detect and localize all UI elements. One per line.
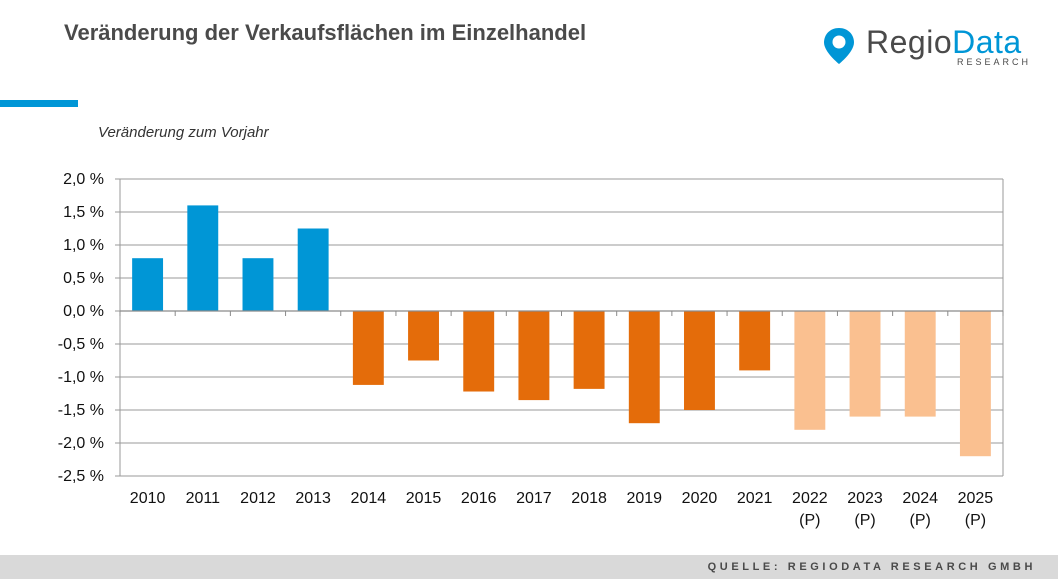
bar [628, 311, 660, 424]
y-tick-label: 0,0 % [63, 303, 104, 320]
bar [573, 311, 605, 389]
x-tick-label: 2021 [737, 490, 773, 507]
y-tick-label: -2,5 % [58, 468, 104, 485]
accent-bar [0, 100, 78, 107]
x-tick-label: 2018 [571, 490, 607, 507]
x-tick-label: (P) [965, 512, 986, 529]
bar [739, 311, 771, 371]
x-tick-label: 2023 [847, 490, 883, 507]
map-pin-icon [824, 28, 854, 64]
y-tick-label: 2,0 % [63, 171, 104, 188]
y-tick-label: 1,5 % [63, 204, 104, 221]
logo-wordmark: RegioData [866, 24, 1022, 61]
x-tick-label: (P) [854, 512, 875, 529]
bar [132, 258, 164, 311]
x-tick-label: 2022 [792, 490, 828, 507]
bar [684, 311, 715, 410]
x-tick-label: 2012 [240, 490, 276, 507]
x-tick-label: 2024 [902, 490, 938, 507]
y-tick-label: -1,0 % [58, 369, 104, 386]
x-tick-label: 2020 [682, 490, 718, 507]
x-tick-label: 2013 [295, 490, 331, 507]
bar [352, 311, 384, 385]
chart-subtitle: Veränderung zum Vorjahr [98, 124, 269, 141]
x-tick-label: 2019 [626, 490, 662, 507]
y-tick-label: 1,0 % [63, 237, 104, 254]
bar [408, 311, 439, 361]
y-tick-label: -0,5 % [58, 336, 104, 353]
x-tick-label: (P) [910, 512, 931, 529]
bar [187, 205, 219, 311]
bar [849, 311, 881, 417]
x-tick-label: 2010 [130, 490, 166, 507]
footer-source: QUELLE: REGIODATA RESEARCH GMBH [707, 561, 1036, 573]
bar-chart: 2,0 % 1,5 % 1,0 % 0,5 % 0,0 % -0,5 % -1,0 % -1,… [58, 171, 1004, 529]
bar [794, 311, 826, 430]
x-tick-label: 2014 [351, 490, 387, 507]
bar [463, 311, 495, 392]
y-tick-label: -1,5 % [58, 402, 104, 419]
x-tick-label: 2016 [461, 490, 497, 507]
y-tick-label: 0,5 % [63, 270, 104, 287]
x-tick-label: 2015 [406, 490, 442, 507]
y-tick-label: -2,0 % [58, 435, 104, 452]
x-tick-label: 2017 [516, 490, 552, 507]
bar [904, 311, 936, 417]
footer-bar: QUELLE: REGIODATA RESEARCH GMBH [0, 555, 1058, 579]
bar [297, 228, 329, 311]
regiodata-logo: RegioData RESEARCH [822, 22, 1037, 72]
logo-name-data: Data [952, 24, 1022, 60]
logo-name-regio: Regio [866, 24, 953, 60]
x-tick-label: 2011 [186, 490, 221, 507]
x-tick-label: (P) [799, 512, 820, 529]
bar [518, 311, 550, 401]
bar [242, 258, 274, 311]
logo-subtext: RESEARCH [956, 57, 1031, 67]
x-tick-label: 2025 [958, 490, 994, 507]
page-title: Veränderung der Verkaufsflächen im Einze… [64, 20, 587, 45]
bar [959, 311, 991, 457]
